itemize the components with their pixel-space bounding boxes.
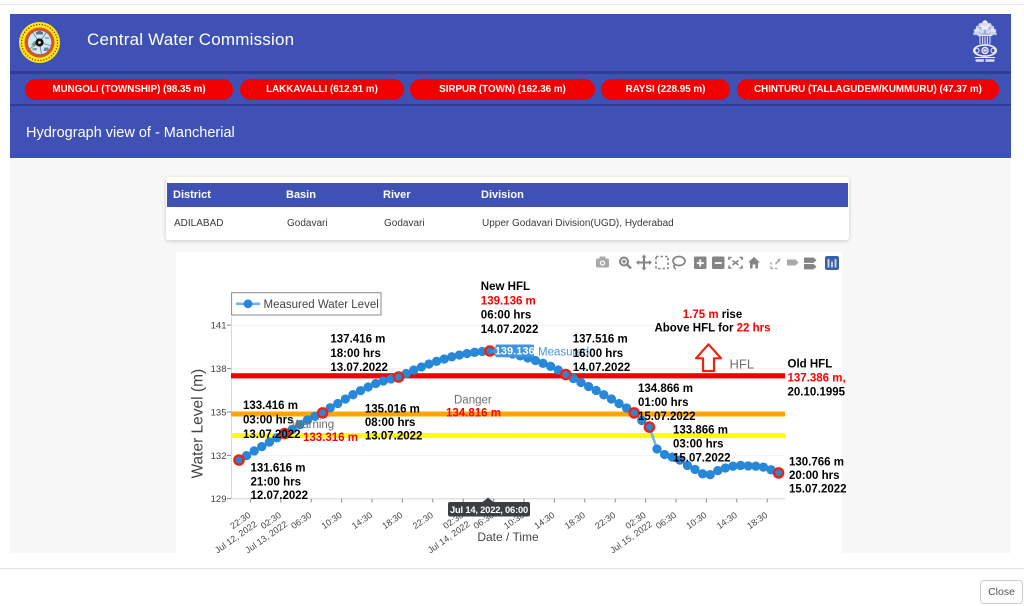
svg-text:HFL: HFL	[730, 357, 755, 372]
svg-text:133.866 m: 133.866 m	[673, 425, 728, 437]
svg-text:15.07.2022: 15.07.2022	[789, 484, 847, 496]
svg-text:12.07.2022: 12.07.2022	[251, 490, 309, 502]
svg-text:137.386 m,: 137.386 m,	[788, 373, 846, 385]
svg-text:Danger: Danger	[454, 395, 492, 407]
svg-text:14.07.2022: 14.07.2022	[573, 362, 631, 374]
svg-text:133.316 m: 133.316 m	[303, 432, 358, 444]
svg-text:13.07.2022: 13.07.2022	[330, 362, 388, 374]
svg-text:Date / Time: Date / Time	[477, 530, 539, 544]
svg-text:141: 141	[211, 321, 227, 332]
svg-text:13.07.2022: 13.07.2022	[365, 431, 423, 443]
svg-text:135.016 m: 135.016 m	[365, 403, 420, 415]
svg-text:1.75 m rise: 1.75 m rise	[683, 309, 742, 321]
svg-text:08:00 hrs: 08:00 hrs	[365, 417, 416, 429]
svg-text:135: 135	[211, 408, 227, 419]
svg-text:137.516 m: 137.516 m	[573, 334, 628, 346]
svg-text:16:00 hrs: 16:00 hrs	[573, 348, 624, 360]
svg-text:137.416 m: 137.416 m	[330, 334, 385, 346]
svg-text:Warning: Warning	[292, 419, 334, 431]
svg-text:130.766 m: 130.766 m	[789, 457, 844, 469]
svg-text:138: 138	[211, 364, 227, 375]
svg-text:134.866 m: 134.866 m	[638, 383, 693, 395]
svg-text:06:00 hrs: 06:00 hrs	[481, 310, 532, 322]
svg-text:01:00 hrs: 01:00 hrs	[638, 397, 689, 409]
svg-text:03:00 hrs: 03:00 hrs	[243, 415, 294, 427]
svg-text:132: 132	[211, 451, 227, 462]
svg-text:15.07.2022: 15.07.2022	[673, 453, 731, 465]
svg-text:Water Level (m): Water Level (m)	[190, 369, 207, 479]
svg-text:Jul 14, 2022, 06:00: Jul 14, 2022, 06:00	[450, 504, 528, 515]
svg-text:20:00 hrs: 20:00 hrs	[789, 470, 840, 482]
svg-text:131.616 m: 131.616 m	[251, 463, 306, 475]
svg-text:Measured: Measured	[538, 347, 589, 359]
svg-text:20.10.1995: 20.10.1995	[788, 387, 846, 399]
svg-text:Above HFL for 22 hrs: Above HFL for 22 hrs	[654, 323, 770, 335]
svg-text:Measured Water Level: Measured Water Level	[264, 299, 379, 311]
svg-text:03:00 hrs: 03:00 hrs	[673, 439, 724, 451]
svg-text:Old HFL: Old HFL	[788, 359, 833, 371]
svg-text:139.136: 139.136	[495, 346, 535, 358]
svg-text:133.416 m: 133.416 m	[243, 400, 298, 412]
svg-text:14.07.2022: 14.07.2022	[481, 324, 539, 336]
svg-text:139.136 m: 139.136 m	[481, 295, 536, 307]
svg-text:21:00 hrs: 21:00 hrs	[251, 477, 302, 489]
svg-text:13.07.2022: 13.07.2022	[243, 429, 301, 441]
svg-text:15.07.2022: 15.07.2022	[638, 411, 696, 423]
svg-text:129: 129	[211, 494, 227, 505]
svg-text:18:00 hrs: 18:00 hrs	[330, 348, 381, 360]
svg-text:New HFL: New HFL	[481, 281, 530, 293]
svg-text:134.816 m: 134.816 m	[446, 407, 501, 419]
